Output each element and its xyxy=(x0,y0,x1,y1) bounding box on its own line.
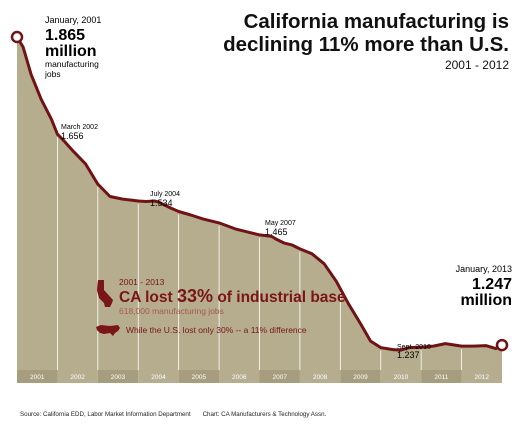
x-tick-label: 2009 xyxy=(353,374,368,381)
x-tick-label: 2011 xyxy=(434,374,448,381)
start-note-line1: manufacturing xyxy=(45,59,99,69)
jul2004-date-label: July 2004 xyxy=(150,191,180,198)
may2007-value-label: 1.465 xyxy=(265,227,288,237)
x-axis-year-labels: 2001 2002 2003 2004 2005 2006 2007 2008 2009 2010… xyxy=(30,374,489,381)
year-band xyxy=(259,370,300,383)
year-band xyxy=(17,370,58,383)
start-note-line2: jobs xyxy=(44,69,61,79)
source-text: Source: California EDD, Labor Market Inf… xyxy=(20,411,191,418)
ca-headline-pct: 33% xyxy=(177,286,213,306)
x-tick-label: 2012 xyxy=(475,374,490,381)
chart-credit: Chart: CA Manufacturers & Technology Ass… xyxy=(202,411,327,418)
year-band xyxy=(57,370,98,383)
jul2004-value-label: 1.534 xyxy=(150,198,173,208)
may2007-date-label: May 2007 xyxy=(265,220,296,227)
x-tick-label: 2002 xyxy=(70,374,85,381)
x-tick-label: 2004 xyxy=(151,374,166,381)
x-tick-label: 2008 xyxy=(313,374,328,381)
mar2002-date-label: March 2002 xyxy=(61,124,98,131)
x-tick-label: 2007 xyxy=(272,374,287,381)
sep2010-value-label: 1.237 xyxy=(397,350,420,360)
end-unit-label: million xyxy=(460,292,512,309)
ca-jobs-lost-label: 618,000 manufacturing jobs xyxy=(119,306,224,316)
year-band xyxy=(178,370,220,383)
x-tick-label: 2001 xyxy=(30,374,45,381)
year-separators xyxy=(57,137,462,370)
us-map-icon xyxy=(96,325,120,336)
year-band xyxy=(340,370,381,383)
source-footer: Source: California EDD, Labor Market Inf… xyxy=(20,411,326,418)
year-band xyxy=(380,370,422,383)
year-band xyxy=(97,370,139,383)
ca-headline: CA lost 33% of industrial base xyxy=(119,286,346,306)
start-date-label: January, 2001 xyxy=(45,15,101,25)
employment-line xyxy=(15,36,503,352)
x-tick-label: 2003 xyxy=(111,374,126,381)
x-tick-label: 2010 xyxy=(394,374,409,381)
title-line-2: declining 11% more than U.S. xyxy=(223,33,509,56)
us-comparison-label: While the U.S. lost only 30% -- a 11% di… xyxy=(126,325,307,335)
year-band xyxy=(421,370,462,383)
year-band xyxy=(219,370,260,383)
year-band xyxy=(299,370,341,383)
start-value-label: 1.865 xyxy=(45,27,85,44)
california-state-icon xyxy=(97,280,113,307)
x-tick-label: 2006 xyxy=(232,374,247,381)
chart-title: California manufacturing is declining 11… xyxy=(223,10,509,56)
year-band xyxy=(461,370,502,383)
title-line-1: California manufacturing is xyxy=(243,10,509,33)
x-tick-label: 2005 xyxy=(192,374,207,381)
ca-loss-callout: 2001 - 2013 CA lost 33% of industrial ba… xyxy=(96,277,346,336)
year-bands xyxy=(17,370,502,383)
end-value-label: 1.247 xyxy=(472,276,512,293)
chart-subtitle: 2001 - 2012 xyxy=(444,58,509,72)
start-point-marker xyxy=(10,30,24,44)
year-band xyxy=(138,370,179,383)
end-date-label: January, 2013 xyxy=(456,264,512,274)
mar2002-value-label: 1.656 xyxy=(61,131,84,141)
sep2010-date-label: Sept. 2010 xyxy=(397,344,431,351)
start-unit-label: million xyxy=(45,43,97,60)
end-point-marker xyxy=(495,338,509,352)
ca-period-label: 2001 - 2013 xyxy=(119,277,165,287)
